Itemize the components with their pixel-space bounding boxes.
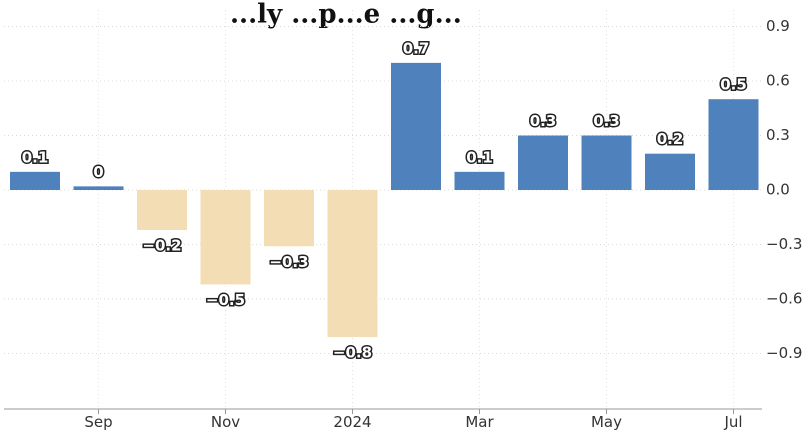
data-label: −0.5	[206, 291, 245, 309]
vertical-gridlines	[98, 10, 734, 414]
data-label: 0.1	[22, 148, 49, 166]
x-tick-label: Sep	[84, 413, 112, 431]
data-label: −0.2	[142, 236, 181, 254]
data-label: 0.7	[403, 39, 430, 57]
data-labels: 0.1 0 −0.2 −0.5 −0.3 −0.8 0.7 0.1 0.3 0.3 0.2 0.5	[20, 38, 748, 363]
bars	[10, 62, 759, 338]
data-label: 0	[93, 163, 103, 181]
data-label: 0.3	[530, 112, 557, 130]
y-axis-tick-labels: 0.9 0.6 0.3 0.0 −0.3 −0.6 −0.9	[766, 17, 802, 362]
x-tick-label: Mar	[465, 413, 494, 431]
bar-jul	[708, 99, 759, 190]
bar-oct	[137, 190, 187, 230]
bar-aug	[10, 171, 60, 190]
bar-2024	[327, 190, 378, 338]
y-tick-label: 0.9	[766, 17, 790, 35]
bar-apr	[518, 135, 568, 190]
data-label: 0.1	[466, 148, 493, 166]
data-label: −0.8	[333, 344, 372, 362]
y-tick-label: −0.6	[766, 289, 802, 307]
data-label: 0.5	[720, 76, 747, 94]
x-tick-label: Jul	[723, 413, 742, 431]
bar-nov	[200, 190, 251, 285]
bar-feb	[391, 62, 441, 190]
chart-title: ...ly ...p...e ...g...	[230, 0, 462, 29]
y-tick-label: −0.9	[766, 344, 802, 362]
y-tick-label: 0.0	[766, 181, 790, 199]
bar-may	[581, 135, 632, 190]
data-label: 0.2	[657, 130, 684, 148]
data-label: −0.3	[269, 253, 308, 271]
y-tick-label: 0.6	[766, 72, 790, 90]
bar-sep	[73, 186, 124, 190]
x-tick-label: Nov	[211, 413, 240, 431]
data-label: 0.3	[593, 112, 620, 130]
x-tick-label: May	[591, 413, 622, 431]
bar-dec	[264, 190, 314, 247]
y-tick-label: −0.3	[766, 235, 802, 253]
bar-jun	[645, 153, 695, 190]
y-tick-label: 0.3	[766, 126, 790, 144]
x-axis-tick-labels: Sep Nov 2024 Mar May Jul	[84, 413, 742, 431]
x-tick-label: 2024	[333, 413, 371, 431]
bar-mar	[454, 171, 505, 190]
